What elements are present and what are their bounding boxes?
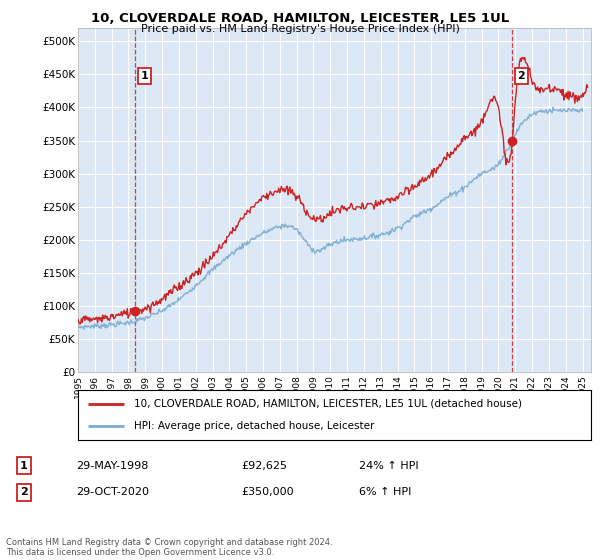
Text: 24% ↑ HPI: 24% ↑ HPI: [359, 460, 418, 470]
Text: 6% ↑ HPI: 6% ↑ HPI: [359, 487, 411, 497]
Text: 10, CLOVERDALE ROAD, HAMILTON, LEICESTER, LE5 1UL: 10, CLOVERDALE ROAD, HAMILTON, LEICESTER…: [91, 12, 509, 25]
Text: 1: 1: [140, 71, 148, 81]
Text: 2: 2: [20, 487, 28, 497]
Text: £350,000: £350,000: [241, 487, 294, 497]
Text: Contains HM Land Registry data © Crown copyright and database right 2024.
This d: Contains HM Land Registry data © Crown c…: [6, 538, 332, 557]
Text: 1: 1: [20, 460, 28, 470]
Text: 2: 2: [517, 71, 525, 81]
Text: £92,625: £92,625: [241, 460, 287, 470]
Text: 29-OCT-2020: 29-OCT-2020: [77, 487, 149, 497]
Text: 10, CLOVERDALE ROAD, HAMILTON, LEICESTER, LE5 1UL (detached house): 10, CLOVERDALE ROAD, HAMILTON, LEICESTER…: [134, 399, 523, 409]
Text: Price paid vs. HM Land Registry's House Price Index (HPI): Price paid vs. HM Land Registry's House …: [140, 24, 460, 34]
Text: HPI: Average price, detached house, Leicester: HPI: Average price, detached house, Leic…: [134, 421, 375, 431]
Text: 29-MAY-1998: 29-MAY-1998: [77, 460, 149, 470]
